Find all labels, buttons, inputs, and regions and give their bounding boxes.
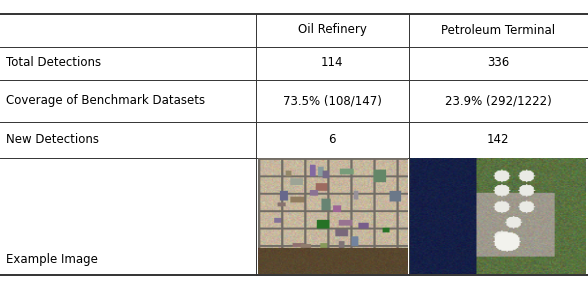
Text: Total Detections: Total Detections xyxy=(6,56,101,70)
Text: 142: 142 xyxy=(487,133,510,146)
Text: Oil Refinery: Oil Refinery xyxy=(298,23,367,37)
Text: Coverage of Benchmark Datasets: Coverage of Benchmark Datasets xyxy=(6,94,205,107)
Text: Petroleum Terminal: Petroleum Terminal xyxy=(441,23,556,37)
Text: Example Image: Example Image xyxy=(6,253,98,266)
Text: 114: 114 xyxy=(321,56,343,70)
Text: 6: 6 xyxy=(329,133,336,146)
Text: 336: 336 xyxy=(487,56,509,70)
Text: 23.9% (292/1222): 23.9% (292/1222) xyxy=(445,94,552,107)
Text: 73.5% (108/147): 73.5% (108/147) xyxy=(283,94,382,107)
Text: New Detections: New Detections xyxy=(6,133,99,146)
